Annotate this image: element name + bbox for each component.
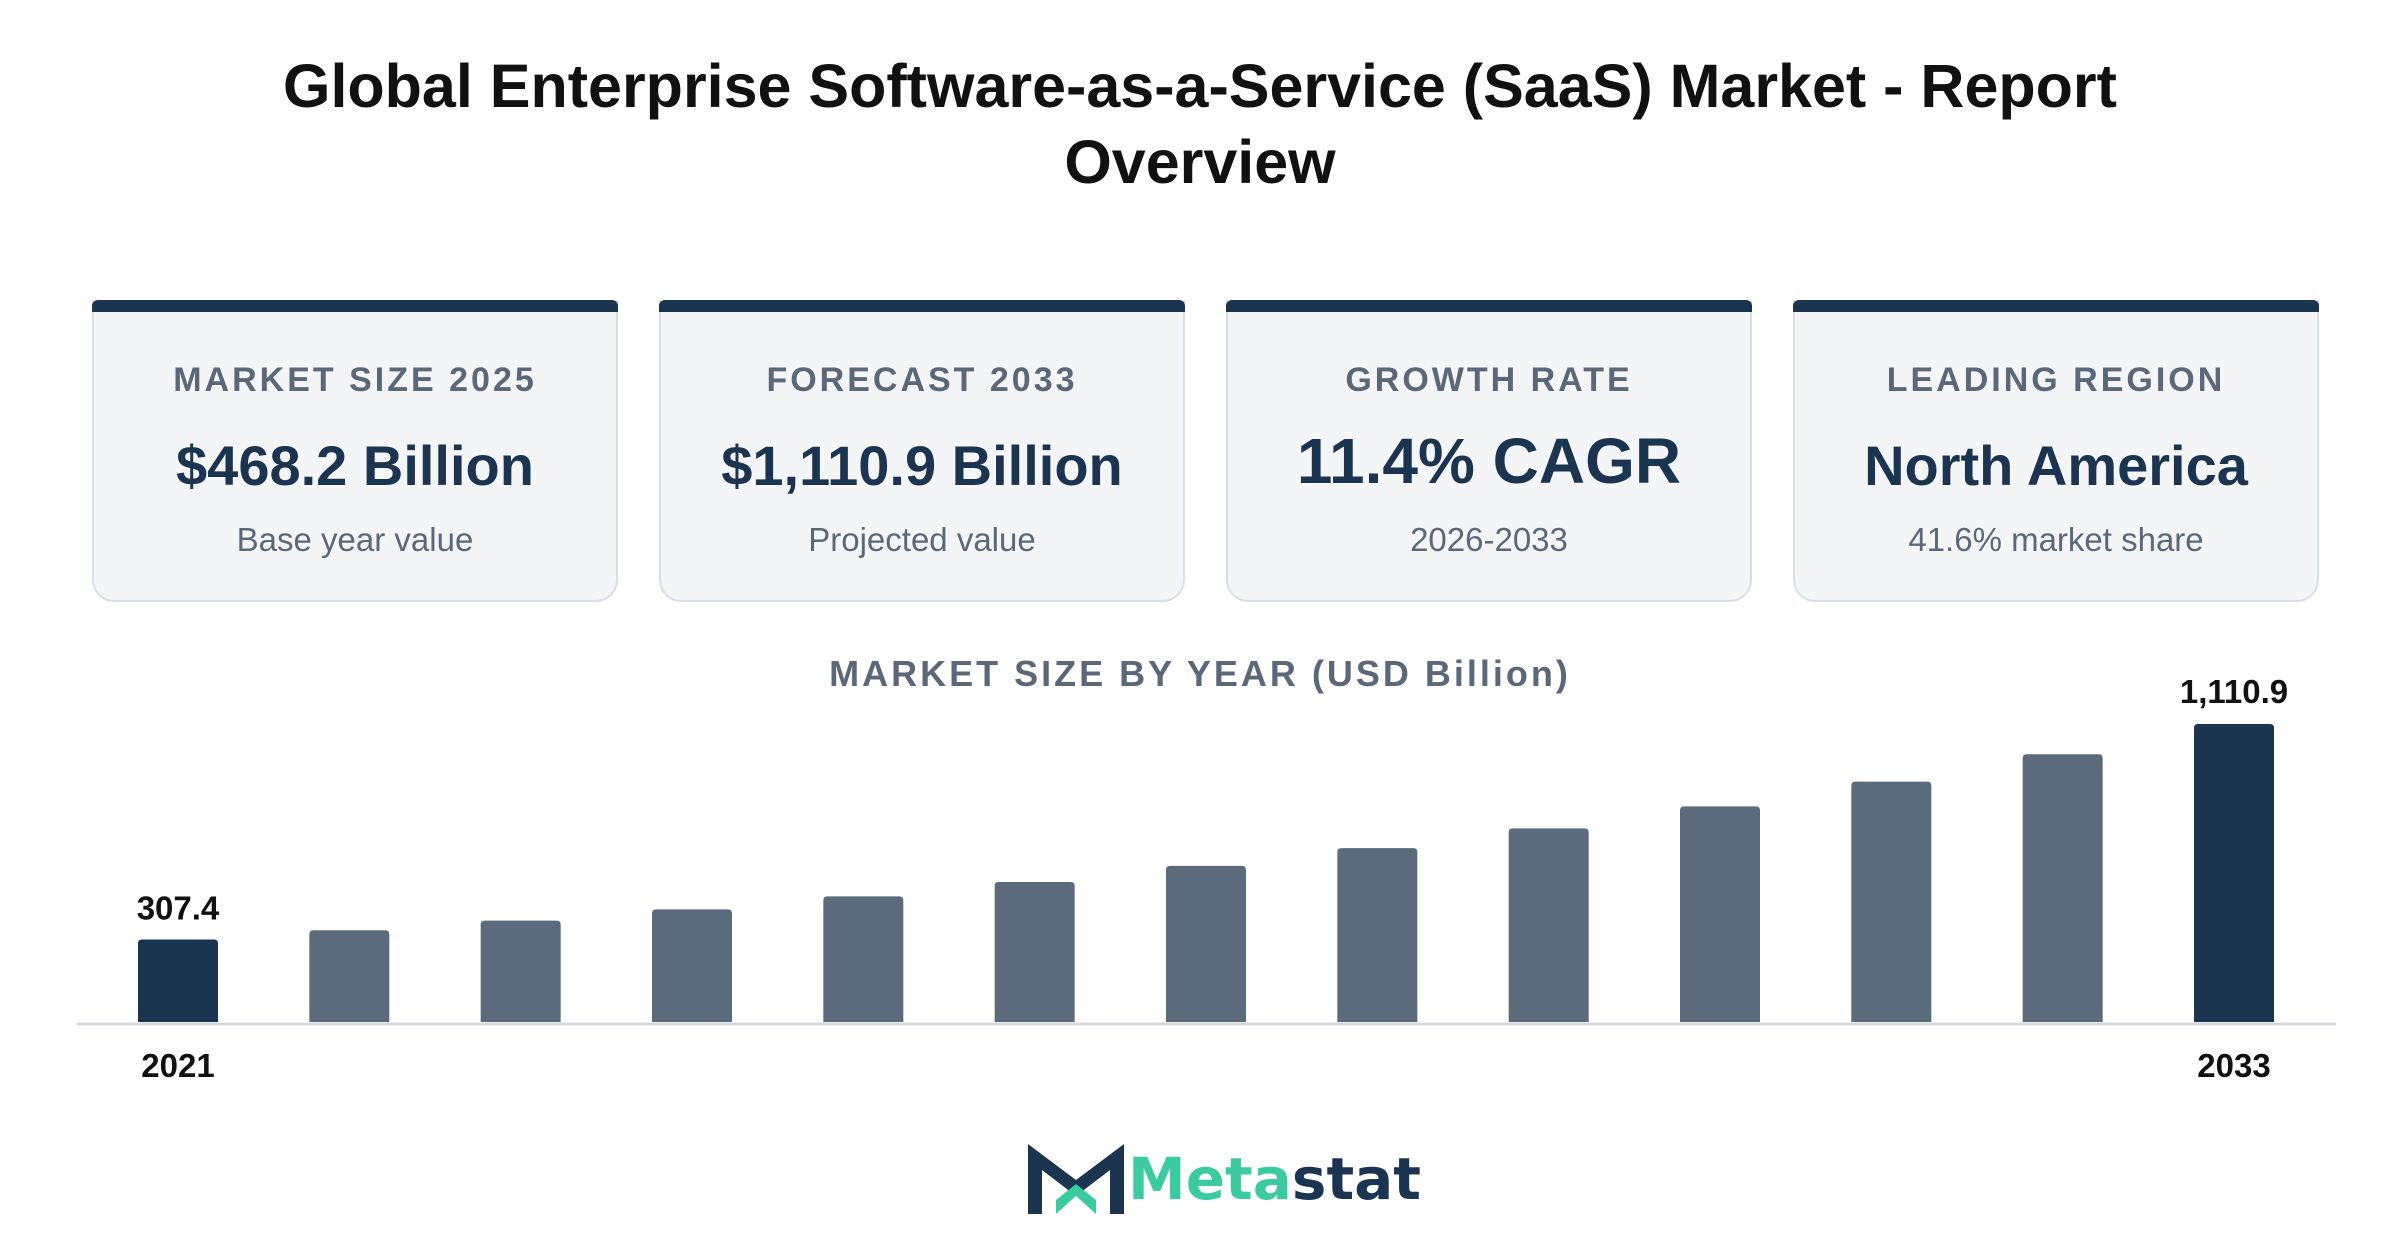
bar-2021	[138, 939, 218, 1022]
card-accent-bar	[1226, 300, 1752, 312]
forecast-card: FORECAST 2033 $1,110.9 Billion Projected…	[659, 300, 1185, 602]
bar-2023	[480, 920, 561, 1022]
card-value: $1,110.9 Billion	[721, 434, 1123, 497]
card-subtext: 2026-2033	[1410, 521, 1568, 558]
labels-group: 307.4 1,110.9 2021 2033	[137, 673, 2288, 1084]
card-label: FORECAST 2033	[766, 361, 1078, 399]
card-subtext: Base year value	[236, 521, 474, 558]
bar-2032	[2022, 754, 2103, 1022]
card-value: 11.4% CAGR	[1296, 425, 1682, 497]
card-value: $468.2 Billion	[176, 434, 534, 497]
bar-2028	[1337, 848, 1418, 1022]
bars-group	[138, 724, 2274, 1022]
bar-2025	[823, 896, 904, 1022]
card-accent-bar	[659, 300, 1185, 312]
bar-chart: 307.4 1,110.9 2021 2033	[77, 673, 2336, 1084]
bar-2027	[1166, 865, 1246, 1022]
bar-2029	[1508, 828, 1589, 1022]
growth-rate-card: GROWTH RATE 11.4% CAGR 2026-2033	[1226, 300, 1752, 602]
x-tick-label-2021: 2021	[141, 1047, 214, 1084]
data-label-last: 1,110.9	[2180, 673, 2288, 710]
page-title: Global Enterprise Software-as-a-Service …	[283, 52, 2117, 196]
bar-2030	[1680, 806, 1760, 1022]
logo-text-meta: Meta	[1128, 1145, 1292, 1213]
metastat-m-logo-icon	[1028, 1144, 1124, 1214]
card-accent-bar	[92, 300, 618, 312]
chart-title: MARKET SIZE BY YEAR (USD Billion)	[829, 653, 1571, 694]
bar-2024	[652, 909, 732, 1022]
metastat-logo: Metastat	[1026, 1140, 1421, 1220]
card-label: MARKET SIZE 2025	[173, 361, 537, 399]
card-subtext: Projected value	[808, 521, 1036, 558]
card-value: North America	[1864, 434, 2248, 497]
bar-2026	[994, 881, 1075, 1022]
logo-text-stat: stat	[1291, 1145, 1422, 1213]
bar-2031	[1851, 781, 1932, 1022]
leading-region-card: LEADING REGION North America 41.6% marke…	[1793, 300, 2319, 602]
card-subtext: 41.6% market share	[1908, 521, 2204, 558]
bar-2033	[2194, 724, 2274, 1022]
metastat-logo-text: Metastat	[1128, 1146, 1421, 1212]
card-label: GROWTH RATE	[1345, 361, 1633, 399]
x-tick-label-2033: 2033	[2197, 1047, 2270, 1084]
card-label: LEADING REGION	[1886, 361, 2226, 399]
market-size-card: MARKET SIZE 2025 $468.2 Billion Base yea…	[92, 300, 618, 602]
bar-2022	[309, 930, 390, 1022]
card-accent-bar	[1793, 300, 2319, 312]
data-label-first: 307.4	[137, 890, 220, 927]
